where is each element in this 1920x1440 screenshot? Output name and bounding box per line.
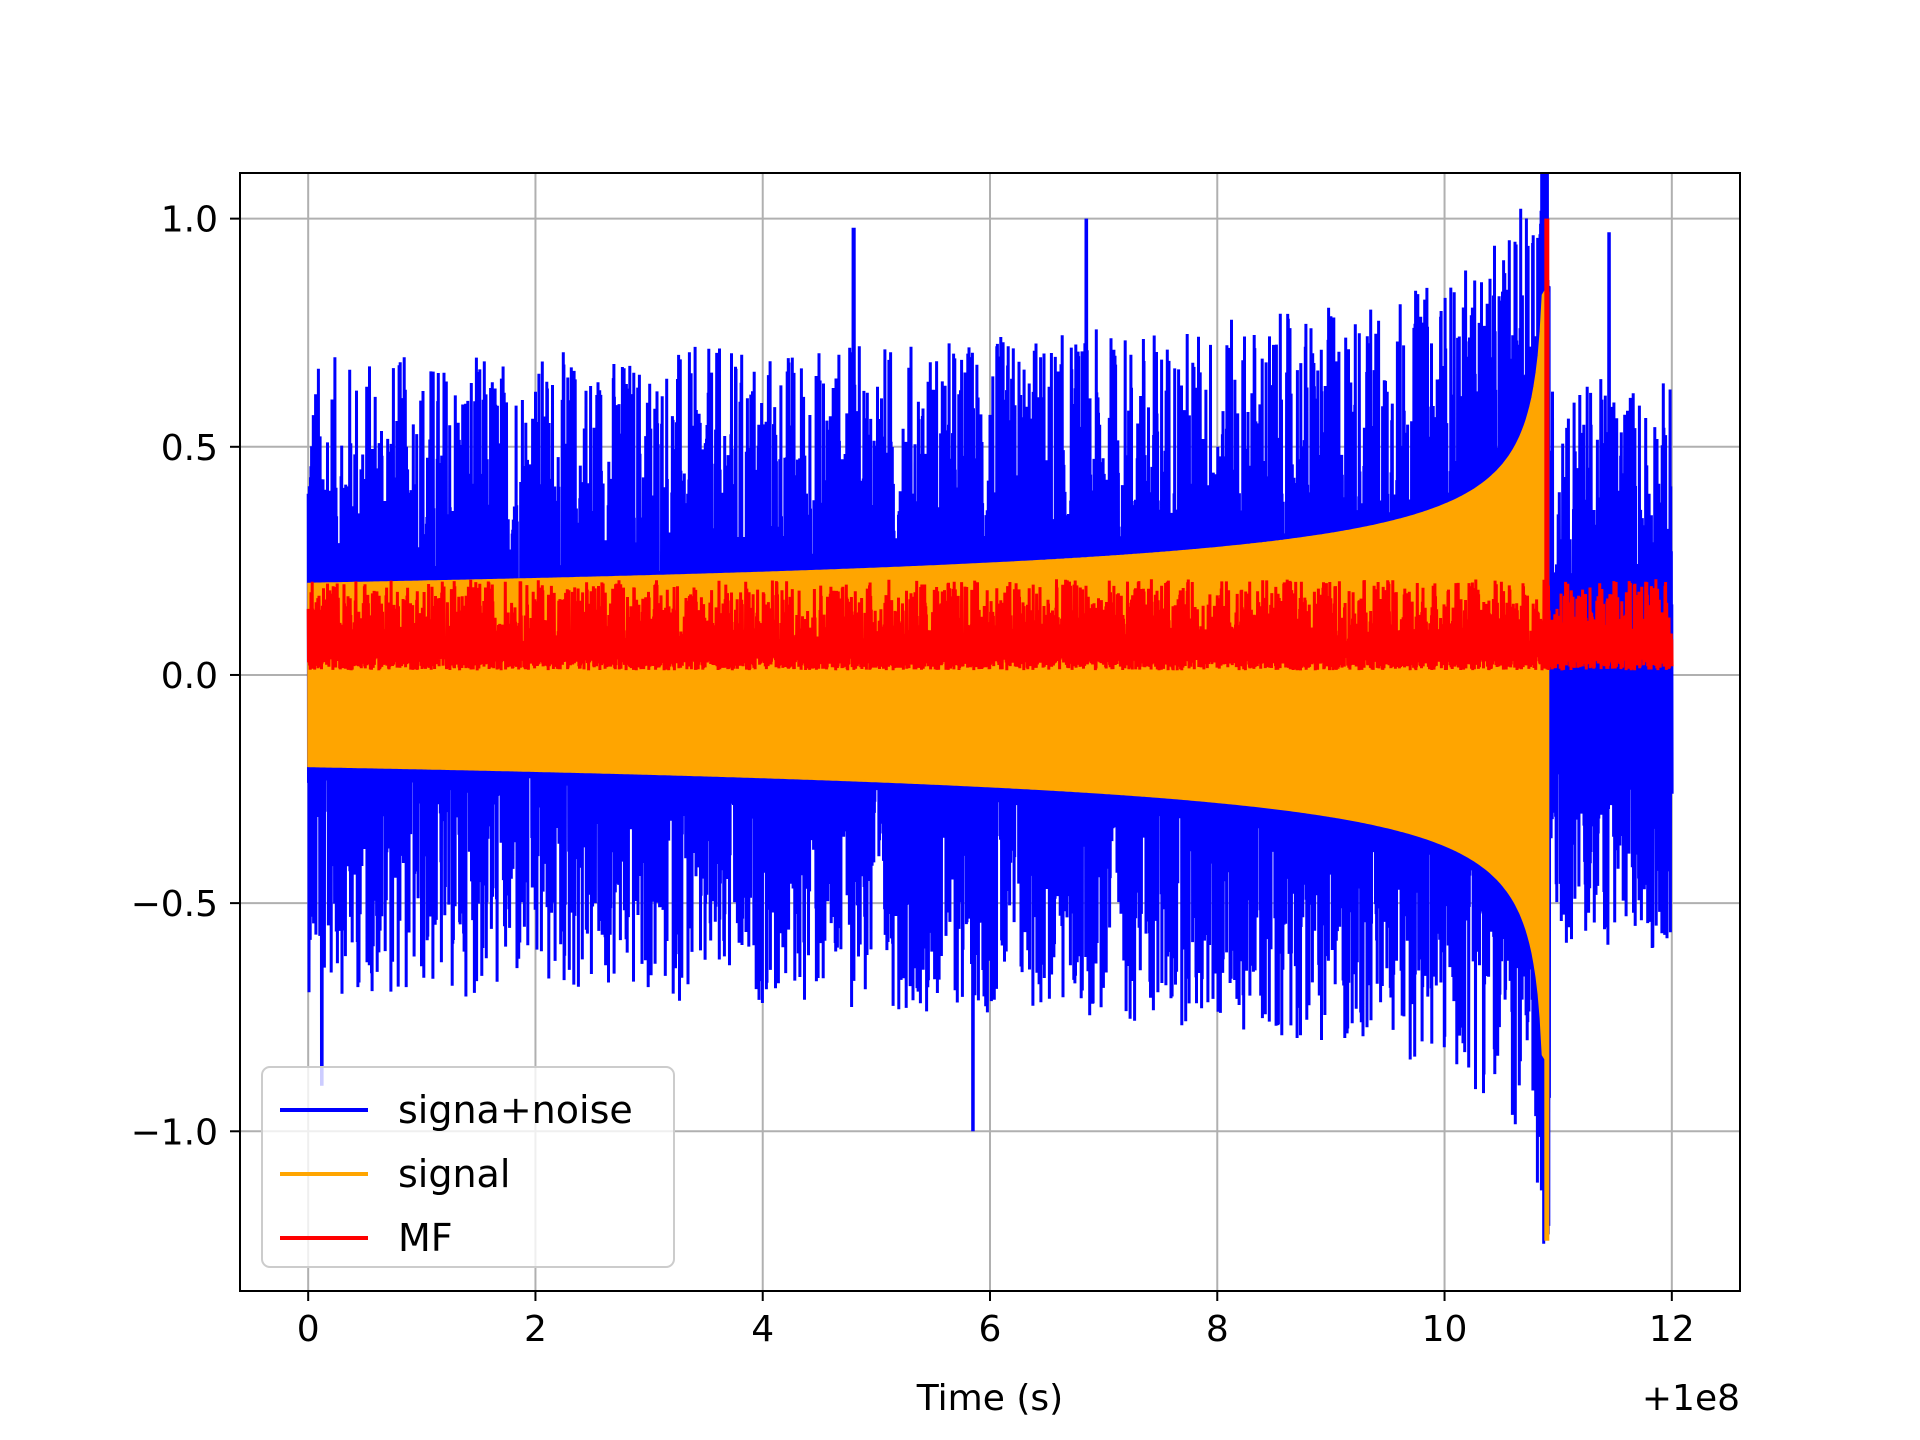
x-tick-label: 0: [297, 1309, 320, 1350]
y-tick-label: 0.5: [161, 428, 218, 469]
x-axis-ticks: 0 2 4 6 8 10 12: [297, 1291, 1695, 1350]
y-tick-label: −0.5: [131, 884, 218, 925]
x-axis-offset-label: +1e8: [1642, 1378, 1740, 1419]
x-tick-label: 10: [1422, 1309, 1468, 1350]
legend-label: signa+noise: [398, 1088, 633, 1132]
legend: signa+noise signal MF: [261, 1066, 675, 1268]
plot-area: [306, 173, 1674, 1244]
x-tick-label: 6: [979, 1309, 1002, 1350]
x-tick-label: 8: [1206, 1309, 1229, 1350]
x-axis-label: Time (s): [916, 1378, 1063, 1419]
y-tick-label: −1.0: [131, 1112, 218, 1153]
legend-label: signal: [398, 1152, 510, 1196]
y-axis-ticks: −1.0 −0.5 0.0 0.5 1.0: [131, 200, 240, 1153]
series-line-mf: [306, 579, 1674, 671]
x-tick-label: 4: [751, 1309, 774, 1350]
legend-label: MF: [398, 1216, 453, 1260]
series-layer: [306, 173, 1674, 1244]
y-tick-label: 1.0: [161, 200, 218, 241]
y-tick-label: 0.0: [161, 656, 218, 697]
x-tick-label: 2: [524, 1309, 547, 1350]
x-tick-label: 12: [1649, 1309, 1695, 1350]
legend-box: [261, 1066, 675, 1268]
